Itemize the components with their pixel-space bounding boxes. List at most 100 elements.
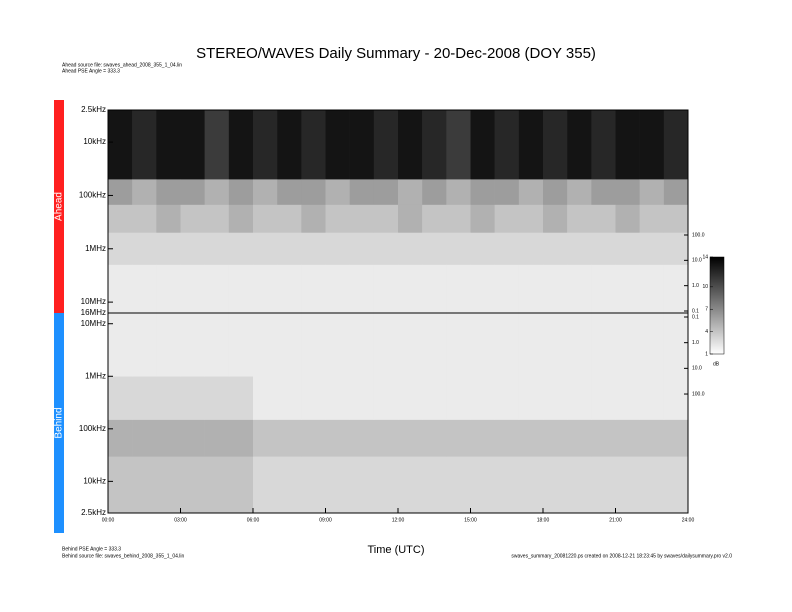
colorbar <box>709 256 725 355</box>
heat-cell <box>325 264 350 314</box>
heat-cell <box>204 376 230 420</box>
heat-cell <box>543 419 568 457</box>
heat-cell <box>204 232 230 266</box>
heat-cell <box>518 456 544 514</box>
heat-cell <box>494 204 520 234</box>
angle-note: Behind PSE Angle = 333.3 <box>62 546 121 552</box>
heat-cell <box>325 110 350 180</box>
heat-cell <box>301 232 326 266</box>
heat-cell <box>591 264 616 314</box>
heat-cell <box>132 179 157 206</box>
heat-cell <box>108 204 133 234</box>
heat-cell <box>277 204 302 234</box>
heat-cell <box>422 376 447 420</box>
x-tick-label: 09:00 <box>319 517 332 523</box>
heat-cell <box>591 419 616 457</box>
heat-cell <box>663 179 689 206</box>
heat-cell <box>615 110 640 180</box>
x-tick-label: 15:00 <box>464 517 477 523</box>
heat-cell <box>567 179 592 206</box>
y-tick-label: 10MHz <box>81 297 106 306</box>
heat-cell <box>325 179 350 206</box>
y2-tick-label: 10.0 <box>692 258 702 264</box>
heat-cell <box>446 204 471 234</box>
heat-cell <box>108 313 133 377</box>
heat-cell <box>204 204 230 234</box>
spacecraft-label: Behind <box>54 407 65 438</box>
x-tick-label: 21:00 <box>609 517 622 523</box>
heat-cell <box>253 419 278 457</box>
colorbar-tick-label: 10 <box>702 284 708 290</box>
heat-cell <box>180 264 205 314</box>
heat-cell <box>518 264 544 314</box>
x-tick-label: 06:00 <box>247 517 260 523</box>
y2-tick-label: 0.1 <box>692 308 699 314</box>
y2-tick-label: 1.0 <box>692 340 699 346</box>
heat-cell <box>156 456 181 514</box>
heat-cell <box>422 456 447 514</box>
heat-cell <box>446 179 471 206</box>
heat-cell <box>446 313 471 377</box>
heat-cell <box>494 376 520 420</box>
heat-cell <box>325 232 350 266</box>
heat-cell <box>470 264 495 314</box>
heat-cell <box>591 313 616 377</box>
heat-cell <box>470 313 495 377</box>
heat-cell <box>422 204 447 234</box>
heat-cell <box>615 232 640 266</box>
heat-cell <box>663 456 689 514</box>
source-note: Behind source file: swaves_behind_2008_3… <box>62 553 185 559</box>
heat-cell <box>228 204 254 234</box>
x-tick-label: 24:00 <box>682 517 695 523</box>
heat-cell <box>228 456 254 514</box>
x-tick-label: 03:00 <box>174 517 187 523</box>
heat-cell <box>180 376 205 420</box>
y-tick-label: 100kHz <box>79 424 106 433</box>
heat-cell <box>108 456 133 514</box>
heat-cell <box>204 456 230 514</box>
y-tick-label: 10MHz <box>81 319 106 328</box>
heat-cell <box>567 376 592 420</box>
heat-cell <box>253 232 278 266</box>
heat-cell <box>301 204 326 234</box>
footer-note: swaves_summary_20081220.ps created on 20… <box>511 553 732 559</box>
heat-cell <box>349 232 375 266</box>
heat-cell <box>567 419 592 457</box>
heat-cell <box>132 313 157 377</box>
heat-cell <box>494 456 520 514</box>
heat-cell <box>591 179 616 206</box>
heat-cell <box>663 419 689 457</box>
heat-cell <box>156 419 181 457</box>
heat-cell <box>615 313 640 377</box>
heat-cell <box>132 376 157 420</box>
heat-cell <box>180 419 205 457</box>
heat-cell <box>132 204 157 234</box>
heat-cell <box>253 456 278 514</box>
heat-cell <box>494 264 520 314</box>
heat-cell <box>398 204 423 234</box>
heat-cell <box>591 456 616 514</box>
heat-cell <box>132 419 157 457</box>
heat-cell <box>567 264 592 314</box>
spacecraft-bar <box>54 100 64 313</box>
colorbar-tick-label: 4 <box>705 329 708 335</box>
heat-cell <box>543 376 568 420</box>
heat-cell <box>228 232 254 266</box>
heat-cell <box>543 313 568 377</box>
heat-cell <box>156 204 181 234</box>
heat-cell <box>301 456 326 514</box>
heat-cell <box>156 110 181 180</box>
y2-tick-label: 10.0 <box>692 366 702 372</box>
heat-cell <box>446 419 471 457</box>
heat-cell <box>494 232 520 266</box>
heat-cell <box>398 179 423 206</box>
heat-cell <box>204 313 230 377</box>
heat-cell <box>349 204 375 234</box>
heat-cell <box>373 232 399 266</box>
heat-cell <box>615 204 640 234</box>
heat-cell <box>398 232 423 266</box>
heat-cell <box>132 232 157 266</box>
heat-cell <box>277 419 302 457</box>
y-tick-label: 16MHz <box>81 308 106 317</box>
heat-cell <box>567 110 592 180</box>
